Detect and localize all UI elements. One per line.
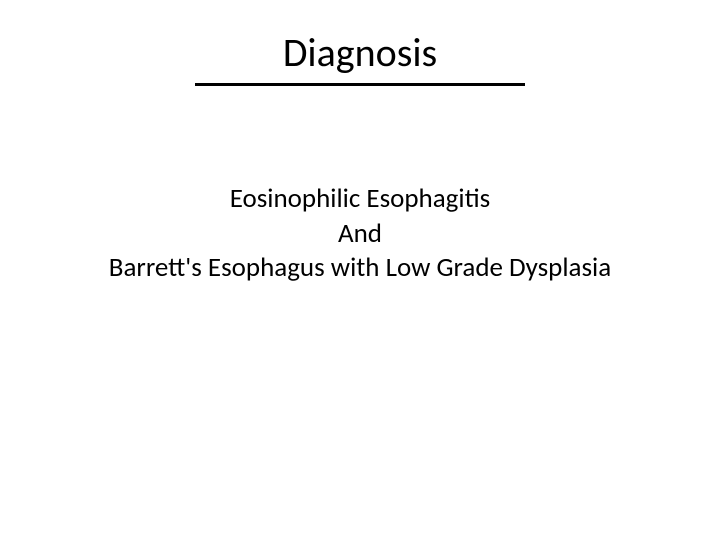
slide-container: Diagnosis Eosinophilic Esophagitis And B… bbox=[0, 0, 720, 540]
slide-title: Diagnosis bbox=[283, 28, 437, 77]
title-section: Diagnosis bbox=[40, 28, 680, 86]
body-line-3: Barrett's Esophagus with Low Grade Dyspl… bbox=[40, 251, 680, 286]
body-line-2: And bbox=[40, 217, 680, 252]
body-line-1: Eosinophilic Esophagitis bbox=[40, 182, 680, 217]
title-divider bbox=[195, 83, 525, 86]
body-section: Eosinophilic Esophagitis And Barrett's E… bbox=[40, 182, 680, 286]
